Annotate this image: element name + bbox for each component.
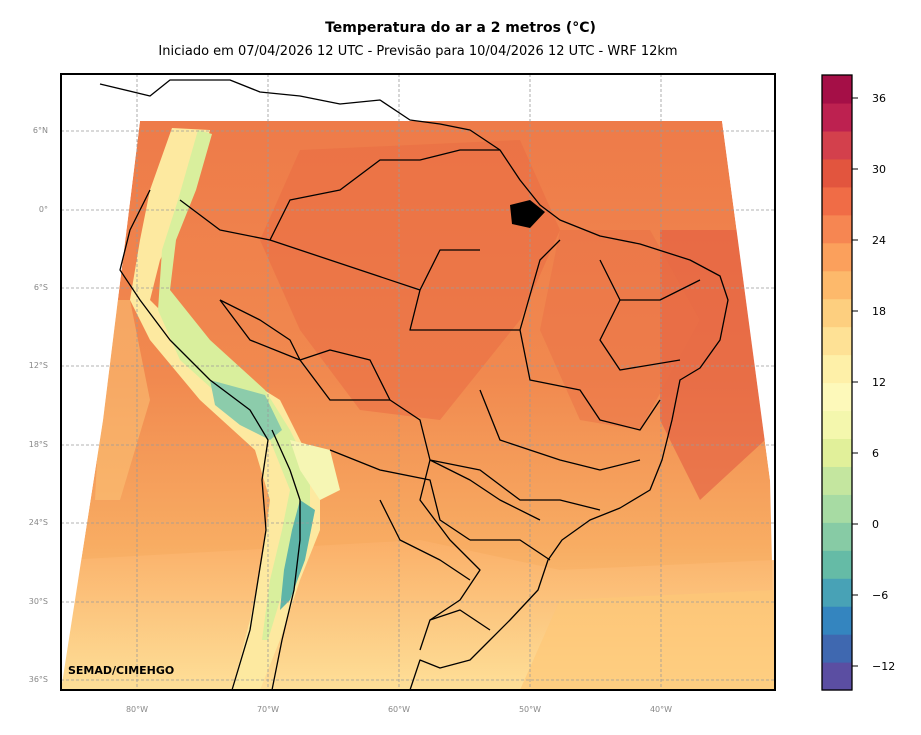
uruguay-border	[429, 609, 491, 631]
colorbar-tick-30: 30	[872, 163, 886, 176]
colorbar-step	[822, 354, 852, 384]
colorbar-tick-36: 36	[872, 92, 886, 105]
lat-label-0: 0°	[38, 205, 48, 214]
bolivia-paraguay-border	[329, 449, 471, 541]
state-line-11	[219, 299, 301, 361]
colorbar-step	[822, 634, 852, 663]
colorbar-tick-12: 12	[872, 376, 886, 389]
colorbar-frame	[821, 74, 853, 691]
lat-label-6s: 6°S	[33, 283, 48, 292]
colorbar-step	[822, 158, 852, 188]
lat-label-36s: 36°S	[28, 675, 48, 684]
colorbar-tick-6: 6	[872, 447, 879, 460]
state-line-10	[299, 359, 390, 401]
state-line-9	[599, 299, 681, 371]
lon-label-70w: 70°W	[256, 705, 280, 714]
borders	[99, 79, 729, 690]
no-data-right	[722, 121, 775, 480]
lon-label-80w: 80°W	[125, 705, 149, 714]
marajo-island	[510, 200, 545, 228]
colorbar-step	[822, 270, 852, 300]
south-america-coastline	[99, 79, 729, 690]
pacific-coastline	[119, 189, 269, 690]
colorbar-step	[822, 102, 852, 132]
no-data-left	[61, 121, 140, 690]
andes-south-cold-patch	[280, 500, 315, 610]
brazil-north-border	[179, 149, 500, 241]
credit-label: SEMAD/CIMEHGO	[68, 664, 175, 677]
colorbar-step	[822, 662, 852, 691]
altiplano-cool-patch	[290, 440, 340, 500]
colorbar-step	[822, 578, 852, 607]
colorbar-step	[822, 382, 852, 412]
gridlines	[61, 74, 775, 690]
colorbar-step	[822, 75, 852, 104]
northeast-warm-zone	[540, 230, 700, 430]
south-atlantic-cool	[520, 590, 775, 690]
colorbar-tick-18: 18	[872, 305, 886, 318]
colorbar-step	[822, 522, 852, 551]
colorbar-tick-24: 24	[872, 234, 886, 247]
colorbar-step	[822, 494, 852, 523]
lon-label-40w: 40°W	[649, 705, 673, 714]
colorbar-step	[822, 130, 852, 160]
lon-label-60w: 60°W	[387, 705, 411, 714]
andes-border	[271, 429, 301, 690]
lat-label-6n: 6°N	[32, 126, 48, 135]
lat-label-24s: 24°S	[28, 518, 48, 527]
map-subtitle: Iniciado em 07/04/2026 12 UTC - Previsão…	[158, 44, 678, 59]
state-line-1	[269, 239, 480, 291]
colorbar-step	[822, 438, 852, 467]
colorbar-step	[822, 466, 852, 495]
colorbar-step	[822, 242, 852, 272]
lat-label-12s: 12°S	[28, 361, 48, 370]
state-line-2	[409, 289, 520, 331]
colorbar-tick-neg6: −6	[872, 589, 889, 602]
colorbar-tick-0: 0	[872, 518, 879, 531]
brazil-west-border	[219, 299, 541, 521]
no-data-north	[61, 74, 775, 121]
state-line-4	[519, 329, 661, 431]
colorbar-step	[822, 214, 852, 244]
colorbar-step	[822, 410, 852, 439]
colorbar-step	[822, 550, 852, 579]
lat-label-30s: 30°S	[28, 597, 48, 606]
state-line-7	[470, 539, 551, 561]
colorbar-step	[822, 298, 852, 328]
map-title: Temperatura do ar a 2 metros (°C)	[325, 20, 596, 36]
amazon-warm-zone	[260, 140, 560, 420]
state-line-8	[599, 259, 701, 301]
colorbar-step	[822, 186, 852, 216]
state-line-6	[429, 459, 601, 511]
paraguay-argentina-border	[379, 499, 471, 581]
lon-label-50w: 50°W	[518, 705, 542, 714]
colorbar-step	[822, 326, 852, 356]
colorbar-step	[822, 606, 852, 635]
colorbar-tick-neg12: −12	[872, 660, 896, 673]
andes-cold-core	[158, 130, 310, 640]
colorbar	[822, 75, 858, 691]
andes-coldest-patch	[210, 380, 282, 440]
map-frame	[60, 73, 776, 691]
lat-label-18s: 18°S	[28, 440, 48, 449]
state-line-3	[519, 239, 561, 331]
temperature-field	[61, 74, 775, 690]
state-line-5	[479, 389, 641, 471]
